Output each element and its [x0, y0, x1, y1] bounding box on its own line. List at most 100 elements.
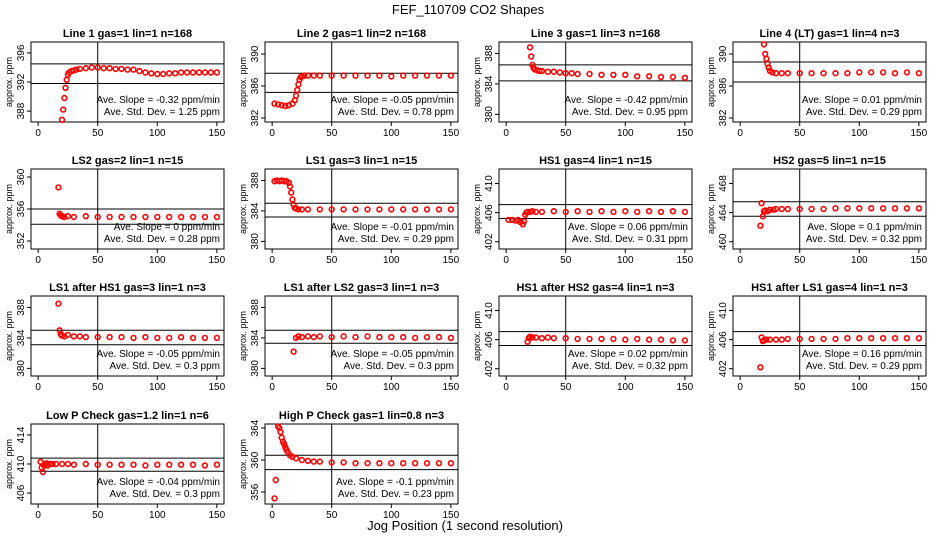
data-point [82, 64, 90, 72]
x-tick-label: 100 [149, 510, 166, 521]
slope-annotation: Ave. Slope = 0.1 ppm/min [807, 222, 922, 233]
data-point [352, 333, 359, 341]
data-point [760, 41, 768, 48]
data-point [400, 206, 407, 213]
data-point [340, 459, 347, 466]
data-point [681, 208, 689, 216]
x-tick-label: 100 [617, 128, 634, 139]
y-tick-label: 380 [250, 360, 261, 377]
panel-title: HS2 gas=5 lin=1 n=15 [773, 155, 886, 167]
data-point [633, 335, 641, 343]
data-point [61, 94, 68, 102]
figure-title: FEF_110709 CO2 Shapes [392, 2, 545, 17]
data-point [280, 440, 288, 448]
data-point [610, 71, 617, 79]
x-tick-label: 0 [269, 382, 275, 393]
data-point [64, 213, 72, 220]
data-point [376, 206, 383, 213]
data-point [556, 69, 563, 76]
data-point [832, 69, 839, 77]
y-axis-label: approx. ppm [238, 311, 248, 361]
data-point [177, 213, 185, 221]
y-tick-label: 406 [484, 331, 495, 348]
data-point [118, 461, 125, 468]
data-point [213, 334, 221, 342]
data-point [177, 461, 185, 468]
y-tick-label: 388 [250, 299, 261, 316]
stddev-annotation: Ave. Std. Dev. = 0.31 ppm [572, 234, 688, 245]
slope-annotation: Ave. Slope = -0.05 ppm/min [331, 349, 455, 360]
data-point [550, 208, 557, 215]
data-point [411, 206, 419, 213]
data-point [166, 213, 173, 221]
y-tick-label: 380 [16, 360, 27, 377]
data-point [271, 100, 278, 107]
y-tick-label: 384 [250, 202, 261, 219]
panel-title: HS1 after HS2 gas=4 lin=1 n=3 [516, 282, 674, 294]
data-point [64, 460, 72, 468]
data-point [529, 334, 536, 341]
y-axis-label: approx. ppm [4, 311, 14, 361]
data-point [820, 335, 827, 343]
data-point [278, 101, 285, 109]
stddev-annotation: Ave. Std. Dev. = 0.32 ppm [806, 234, 922, 245]
data-point [39, 468, 47, 476]
y-tick-label: 406 [718, 331, 729, 348]
data-point [388, 206, 395, 213]
data-point [376, 333, 383, 341]
x-tick-label: 50 [326, 382, 338, 393]
data-point [903, 205, 911, 212]
data-point [328, 459, 335, 466]
data-point [364, 72, 371, 79]
data-point [290, 348, 297, 355]
data-point [70, 333, 78, 340]
y-tick-label: 360 [250, 451, 261, 468]
data-point [598, 71, 605, 79]
data-point [136, 67, 143, 75]
y-tick-label: 382 [718, 109, 729, 126]
data-point [758, 200, 765, 207]
data-point [316, 206, 323, 213]
stddev-annotation: Ave. Std. Dev. = 0.29 ppm [806, 107, 922, 118]
data-point [574, 208, 581, 215]
slope-annotation: Ave. Slope = -0.32 ppm/min [97, 95, 221, 106]
y-tick-label: 388 [16, 299, 27, 316]
data-point [765, 64, 772, 71]
x-tick-label: 0 [269, 510, 275, 521]
data-point [622, 208, 629, 215]
data-point [820, 205, 827, 213]
data-point [796, 335, 803, 343]
data-point [142, 333, 149, 341]
data-point [82, 460, 90, 468]
x-tick-label: 50 [326, 510, 338, 521]
data-point [538, 335, 546, 342]
data-point [316, 458, 323, 465]
data-point [364, 333, 371, 340]
y-tick-label: 388 [250, 172, 261, 189]
data-point [177, 69, 185, 76]
data-point [891, 205, 899, 212]
data-point [166, 334, 173, 342]
data-point [508, 216, 516, 224]
data-point [177, 333, 185, 341]
data-point [298, 206, 306, 213]
x-tick-label: 100 [149, 382, 166, 393]
data-point [562, 208, 569, 216]
panel-14: High P Check gas=1 lin=0.8 n=3 0 50 100 150 3… [238, 410, 460, 521]
data-point [61, 213, 68, 221]
data-point [172, 70, 179, 77]
plot-frame [264, 295, 459, 377]
y-tick-label: 406 [16, 484, 27, 501]
data-point [376, 460, 383, 467]
data-point [681, 337, 689, 344]
x-tick-label: 50 [560, 128, 572, 139]
panel-1: Line 1 gas=1 lin=1 n=168 0 50 100 150 388 392 3… [4, 28, 226, 139]
panel-title: HS1 gas=4 lin=1 n=15 [539, 155, 652, 167]
data-point [304, 457, 312, 464]
plot-frame [498, 41, 693, 123]
data-point [310, 72, 317, 79]
data-point [49, 460, 56, 468]
x-tick-label: 0 [269, 255, 275, 266]
data-point [778, 336, 785, 343]
